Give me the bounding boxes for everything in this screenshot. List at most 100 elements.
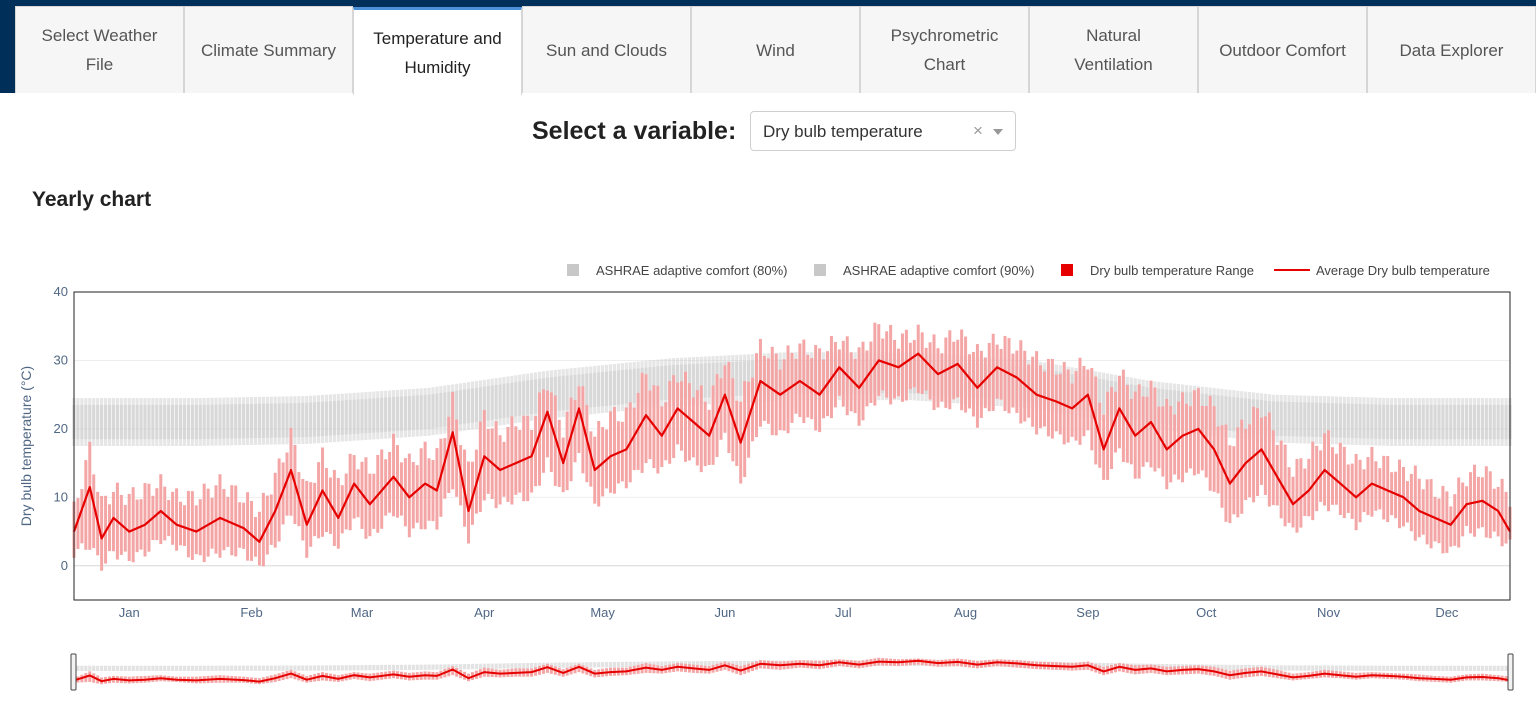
comfort-80-bar [123,398,127,446]
range-bar [774,353,778,436]
legend-item[interactable]: Average Dry bulb temperature [1274,263,1490,278]
comfort-90-bar [1330,403,1335,438]
comfort-80-bar [1429,398,1433,446]
mini-comfort-bar [328,665,333,671]
tab-data-explorer[interactable]: Data Explorer [1367,6,1536,93]
mini-comfort-bar [1433,665,1437,671]
mini-comfort-bar [1397,665,1402,671]
tab-label: Psychrometric Chart [890,26,999,74]
range-bar [467,461,471,544]
variable-dropdown[interactable]: Dry bulb temperature × [750,111,1016,151]
comfort-90-bar [107,404,112,440]
mini-comfort-bar [1338,665,1342,671]
comfort-80-bar [289,396,293,445]
mini-comfort-bar [226,665,230,671]
comfort-90-bar [565,375,569,410]
range-bar [190,491,194,560]
range-slider-right-handle[interactable] [1507,653,1514,691]
mini-comfort-bar [1271,665,1275,671]
mini-comfort-bar [1267,665,1271,671]
comfort-80-bar [526,373,530,422]
comfort-80-bar [1433,398,1437,446]
tab-climate-summary[interactable]: Climate Summary [184,6,353,93]
range-bar [139,499,143,550]
range-bar [908,342,912,390]
tab-natural-ventilation[interactable]: Natural Ventilation [1029,6,1198,93]
mini-comfort-bar [522,663,526,669]
mini-comfort-bar [1248,665,1252,671]
comfort-90-bar [498,384,502,419]
section-title: Yearly chart [32,188,152,211]
comfort-90-bar [636,368,640,403]
mini-comfort-bar [269,665,273,671]
range-bar [1042,371,1046,427]
tab-psychrometric-chart[interactable]: Psychrometric Chart [860,6,1029,93]
comfort-90-bar [305,402,309,438]
comfort-90-bar [1476,404,1481,440]
comfort-80-bar [1279,394,1283,443]
comfort-90-bar [514,382,518,417]
range-bar [920,332,924,394]
mini-comfort-bar [119,665,123,671]
variable-dropdown-value: Dry bulb temperature [763,122,923,141]
mini-comfort-bar [293,665,297,671]
mini-comfort-bar [1504,665,1508,671]
range-bar [751,377,755,442]
comfort-80-bar [328,394,333,443]
range-bar [127,493,131,561]
mini-comfort-bar [1413,665,1417,671]
legend-item[interactable]: ASHRAE adaptive comfort (80%) [567,263,787,278]
mini-comfort-bar [1287,665,1291,671]
comfort-80-bar [1330,396,1335,445]
range-bar [84,460,88,550]
range-bar [530,430,534,493]
comfort-90-bar [1488,404,1492,440]
range-bar [1492,488,1496,532]
chevron-down-icon[interactable] [993,129,1003,135]
tab-temperature-and-humidity[interactable]: Temperature and Humidity [353,7,522,95]
comfort-80-bar [336,393,340,442]
clear-icon[interactable]: × [973,121,983,140]
range-bar [1327,430,1331,512]
range-bar [956,339,960,398]
comfort-80-bar [1287,395,1291,444]
range-bar [1082,365,1086,437]
mini-comfort-bar [514,663,518,669]
comfort-90-bar [257,403,262,438]
range-bar [455,419,459,497]
mini-comfort-bar [1326,665,1331,671]
range-bar [392,433,396,517]
range-bar [494,421,498,509]
mini-comfort-bar [249,665,254,671]
mini-comfort-bar [344,665,348,671]
tab-sun-and-clouds[interactable]: Sun and Clouds [522,6,691,93]
legend-item[interactable]: ASHRAE adaptive comfort (90%) [814,263,1034,278]
yearly-chart[interactable]: 0 10 20 30 40 Jan Feb Mar Apr May Jun Jul Aug Sep Oct N… [0,240,1536,630]
tab-outdoor-comfort[interactable]: Outdoor Comfort [1198,6,1367,93]
range-slider[interactable] [0,640,1536,698]
y-tick-label: 0 [61,558,68,573]
mini-comfort-bar [711,661,715,667]
comfort-80-bar [210,397,214,446]
tab-wind[interactable]: Wind [691,6,860,93]
comfort-90-bar [533,379,538,414]
mini-comfort-bar [589,662,593,668]
comfort-80-bar [703,356,707,405]
range-bar [561,437,565,493]
comfort-90-bar [1362,404,1366,439]
comfort-80-bar [616,363,621,412]
tab-select-weather-file[interactable]: Select Weather File [15,6,184,93]
mini-comfort-bar [482,663,486,669]
comfort-90-bar [735,361,739,396]
comfort-90-bar [301,402,305,438]
legend-label: Average Dry bulb temperature [1316,263,1490,278]
mini-range-bar [88,671,92,682]
range-slider-left-handle[interactable] [70,653,77,691]
legend-item[interactable]: Dry bulb temperature Range [1061,263,1254,278]
mini-comfort-bar [502,663,506,669]
range-bar [837,349,841,396]
comfort-90-bar [1291,402,1295,437]
comfort-90-bar [604,371,609,406]
comfort-90-bar [76,404,80,440]
comfort-80-bar [431,387,435,436]
